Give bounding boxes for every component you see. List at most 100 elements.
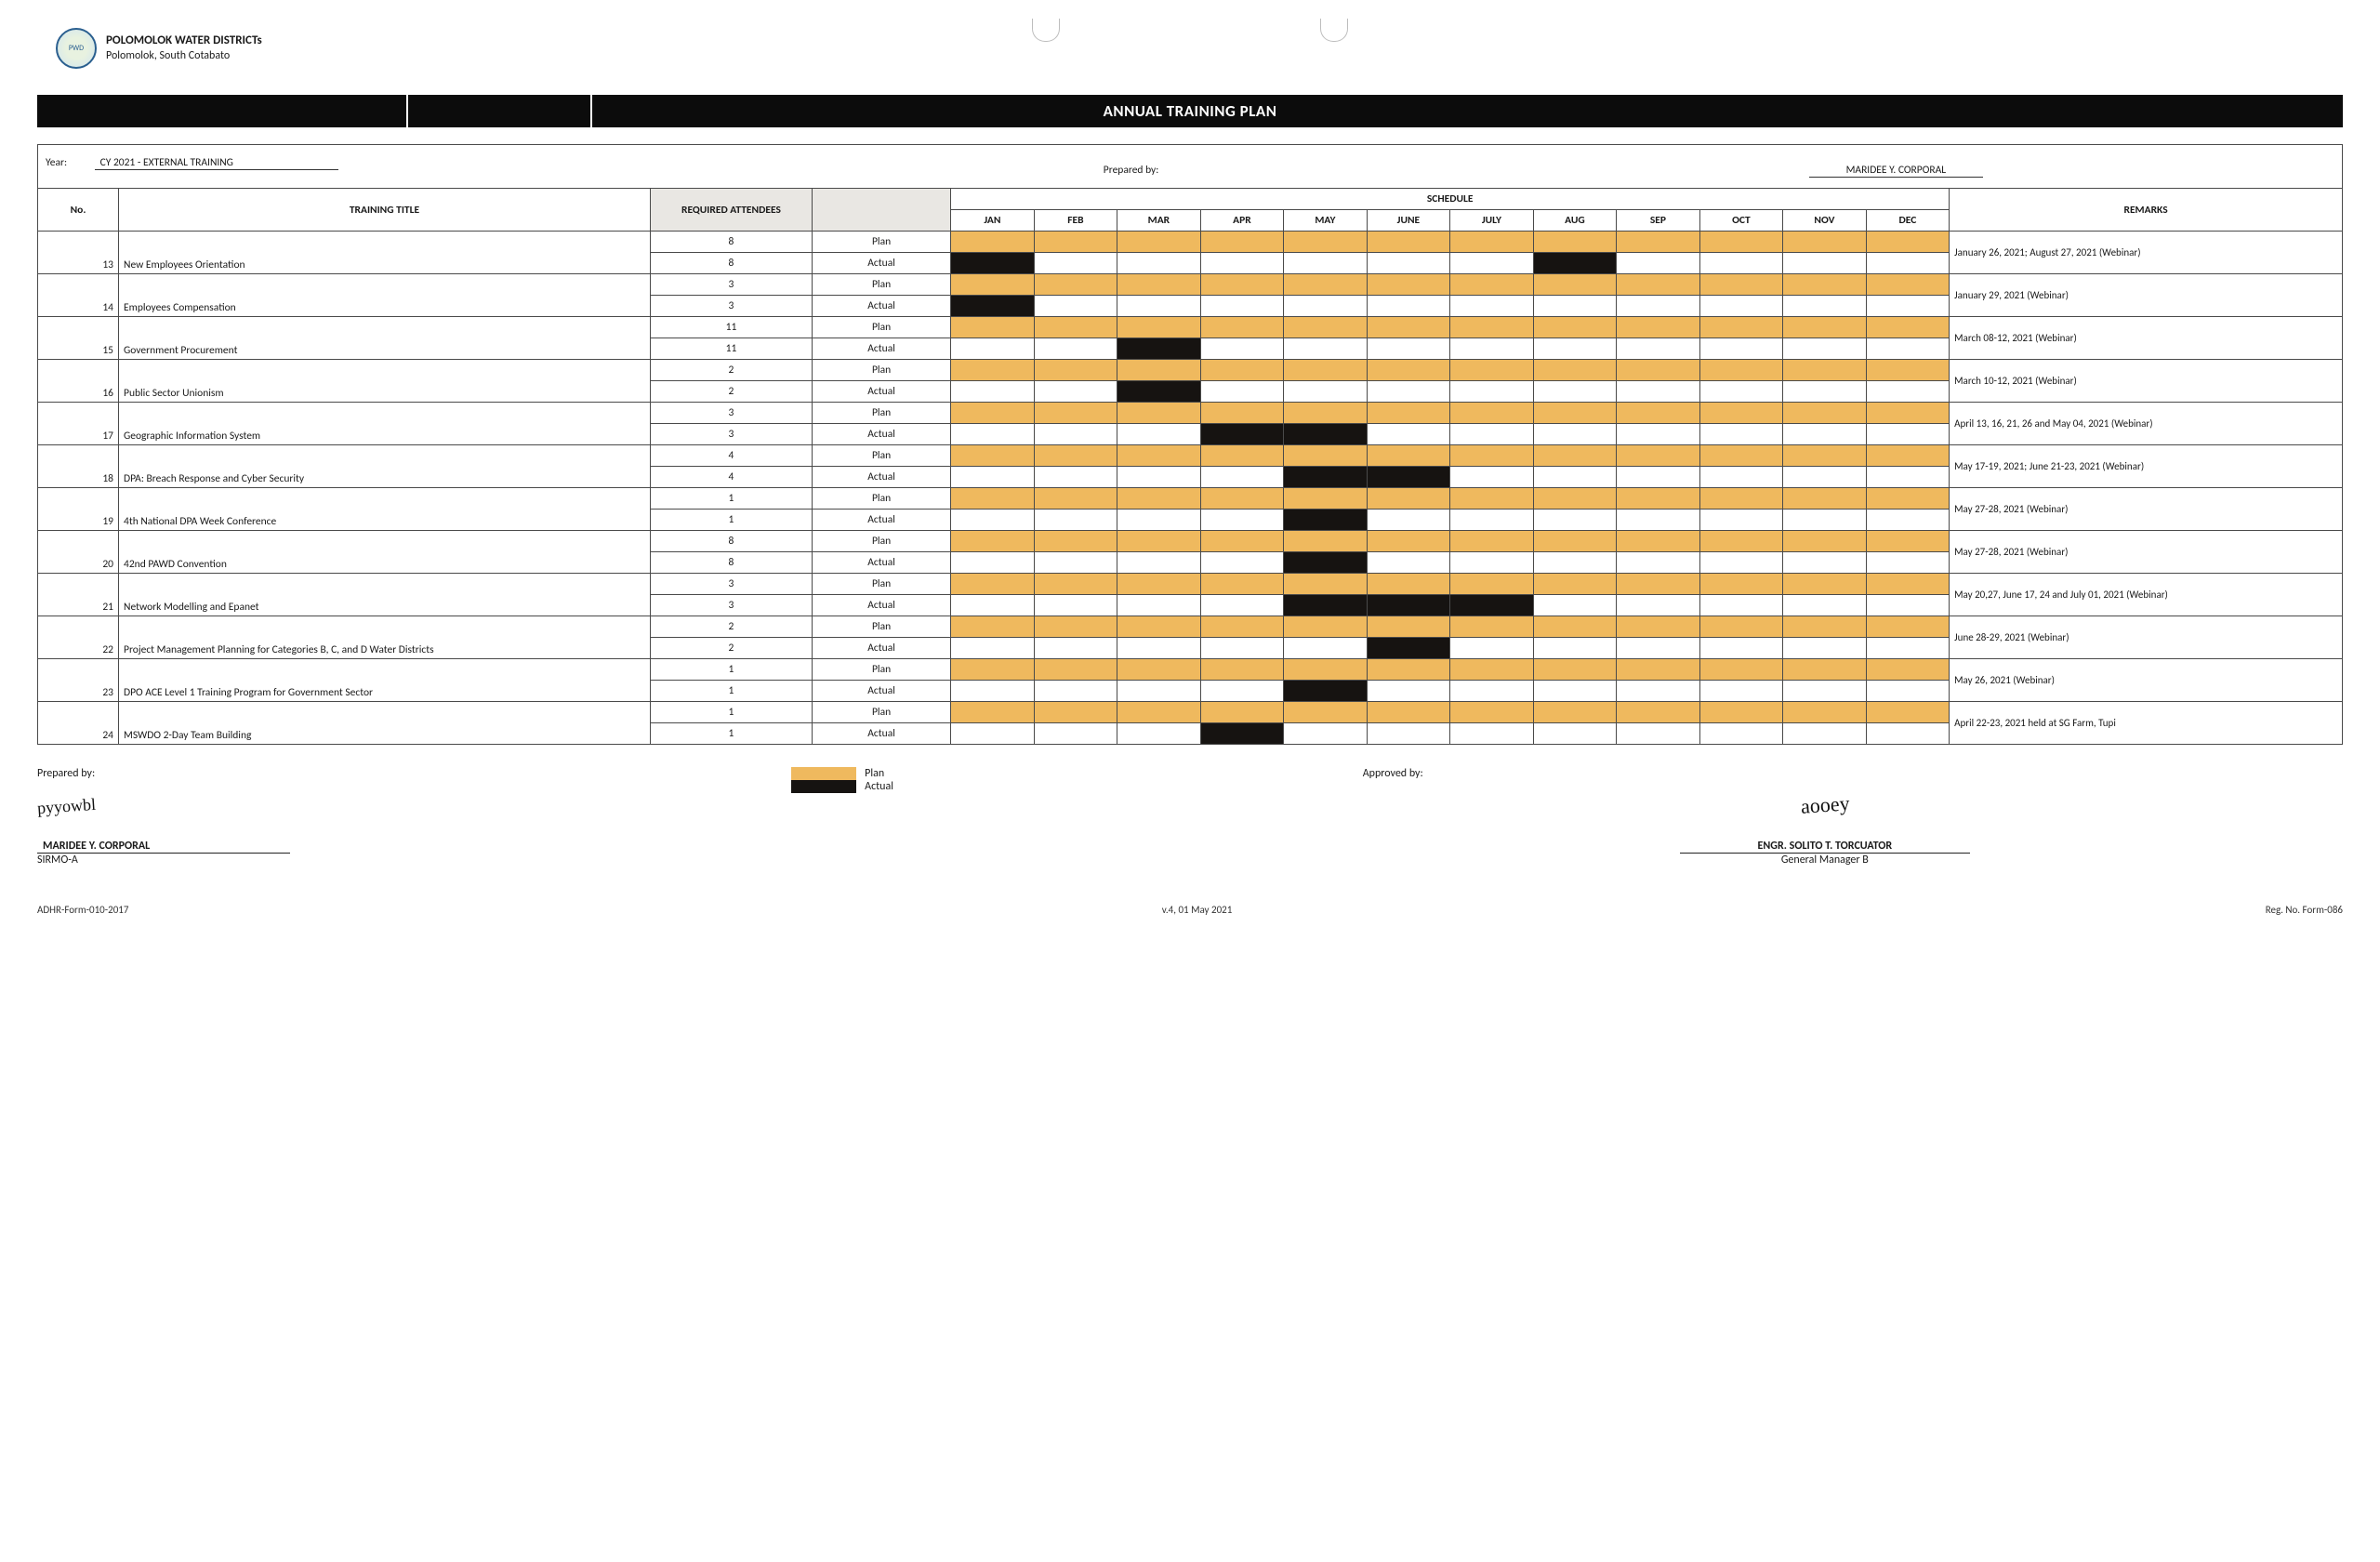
plan-cell [1200, 616, 1284, 638]
col-month-dec: DEC [1866, 210, 1950, 232]
plan-cell [1117, 488, 1201, 510]
plan-cell [951, 274, 1035, 296]
actual-cell [1200, 467, 1284, 488]
table-row: 23DPO ACE Level 1 Training Program for G… [38, 659, 2343, 681]
plan-cell [1866, 360, 1950, 381]
req-actual: 1 [650, 723, 812, 745]
row-no: 20 [38, 531, 119, 574]
actual-cell [1367, 467, 1450, 488]
plan-cell [1367, 574, 1450, 595]
form-footer: ADHR-Form-010-2017 v.4, 01 May 2021 Reg.… [37, 904, 2343, 916]
actual-cell [1533, 595, 1617, 616]
footer-row: Prepared by: pyyowbl MARIDEE Y. CORPORAL… [37, 767, 2343, 867]
plan-cell [1367, 531, 1450, 552]
plan-cell [1699, 488, 1783, 510]
plan-cell [951, 232, 1035, 253]
plan-label: Plan [812, 574, 950, 595]
plan-cell [1284, 488, 1368, 510]
row-remarks: May 17-19, 2021; June 21-23, 2021 (Webin… [1950, 445, 2343, 488]
plan-cell [1200, 574, 1284, 595]
actual-cell [1617, 296, 1700, 317]
plan-cell [1450, 232, 1534, 253]
actual-cell [1117, 424, 1201, 445]
actual-cell [1200, 381, 1284, 403]
actual-cell [1450, 638, 1534, 659]
plan-cell [1450, 445, 1534, 467]
req-actual: 2 [650, 638, 812, 659]
actual-cell [1367, 638, 1450, 659]
actual-cell [1284, 338, 1368, 360]
row-title: Project Management Planning for Categori… [119, 616, 651, 659]
actual-cell [1783, 723, 1867, 745]
plan-cell [1617, 360, 1700, 381]
plan-cell [1699, 317, 1783, 338]
plan-cell [1367, 659, 1450, 681]
actual-cell [1699, 338, 1783, 360]
actual-cell [1034, 723, 1117, 745]
plan-label: Plan [812, 616, 950, 638]
plan-cell [1367, 317, 1450, 338]
table-row: 194th National DPA Week Conference1PlanM… [38, 488, 2343, 510]
actual-cell [951, 595, 1035, 616]
actual-label: Actual [812, 296, 950, 317]
actual-cell [1034, 424, 1117, 445]
actual-cell [1284, 510, 1368, 531]
actual-label: Actual [812, 467, 950, 488]
plan-cell [1533, 232, 1617, 253]
plan-cell [1200, 702, 1284, 723]
actual-cell [1034, 595, 1117, 616]
plan-label: Plan [812, 274, 950, 296]
actual-cell [1699, 467, 1783, 488]
col-required: REQUIRED ATTENDEES [650, 189, 812, 232]
req-plan: 3 [650, 403, 812, 424]
actual-cell [951, 338, 1035, 360]
req-actual: 8 [650, 253, 812, 274]
actual-cell [1034, 381, 1117, 403]
col-month-apr: APR [1200, 210, 1284, 232]
plan-cell [1866, 445, 1950, 467]
plan-cell [1866, 403, 1950, 424]
plan-cell [1699, 445, 1783, 467]
actual-cell [951, 681, 1035, 702]
plan-cell [1284, 659, 1368, 681]
plan-cell [1533, 317, 1617, 338]
plan-cell [1866, 274, 1950, 296]
req-actual: 3 [650, 296, 812, 317]
actual-cell [1450, 510, 1534, 531]
actual-cell [1117, 723, 1201, 745]
actual-cell [1533, 424, 1617, 445]
row-remarks: May 27-28, 2021 (Webinar) [1950, 531, 2343, 574]
plan-cell [1450, 659, 1534, 681]
actual-label: Actual [812, 595, 950, 616]
actual-cell [1699, 296, 1783, 317]
row-title: DPA: Breach Response and Cyber Security [119, 445, 651, 488]
req-plan: 8 [650, 531, 812, 552]
plan-cell [1450, 317, 1534, 338]
plan-cell [1617, 232, 1700, 253]
plan-cell [1617, 445, 1700, 467]
row-no: 14 [38, 274, 119, 317]
actual-cell [1783, 338, 1867, 360]
row-no: 13 [38, 232, 119, 274]
actual-cell [1533, 510, 1617, 531]
actual-cell [1034, 467, 1117, 488]
actual-cell [1200, 723, 1284, 745]
col-plan-actual-blank [812, 189, 950, 232]
plan-cell [1034, 317, 1117, 338]
plan-cell [1783, 702, 1867, 723]
actual-cell [1617, 638, 1700, 659]
actual-cell [951, 296, 1035, 317]
plan-cell [1034, 702, 1117, 723]
plan-label: Plan [812, 403, 950, 424]
plan-cell [1117, 317, 1201, 338]
actual-cell [1117, 467, 1201, 488]
actual-cell [951, 424, 1035, 445]
row-no: 22 [38, 616, 119, 659]
row-remarks: April 22-23, 2021 held at SG Farm, Tupi [1950, 702, 2343, 745]
actual-cell [1783, 296, 1867, 317]
plan-cell [1783, 403, 1867, 424]
plan-cell [1866, 531, 1950, 552]
plan-cell [1450, 403, 1534, 424]
actual-cell [1866, 467, 1950, 488]
plan-cell [1117, 232, 1201, 253]
